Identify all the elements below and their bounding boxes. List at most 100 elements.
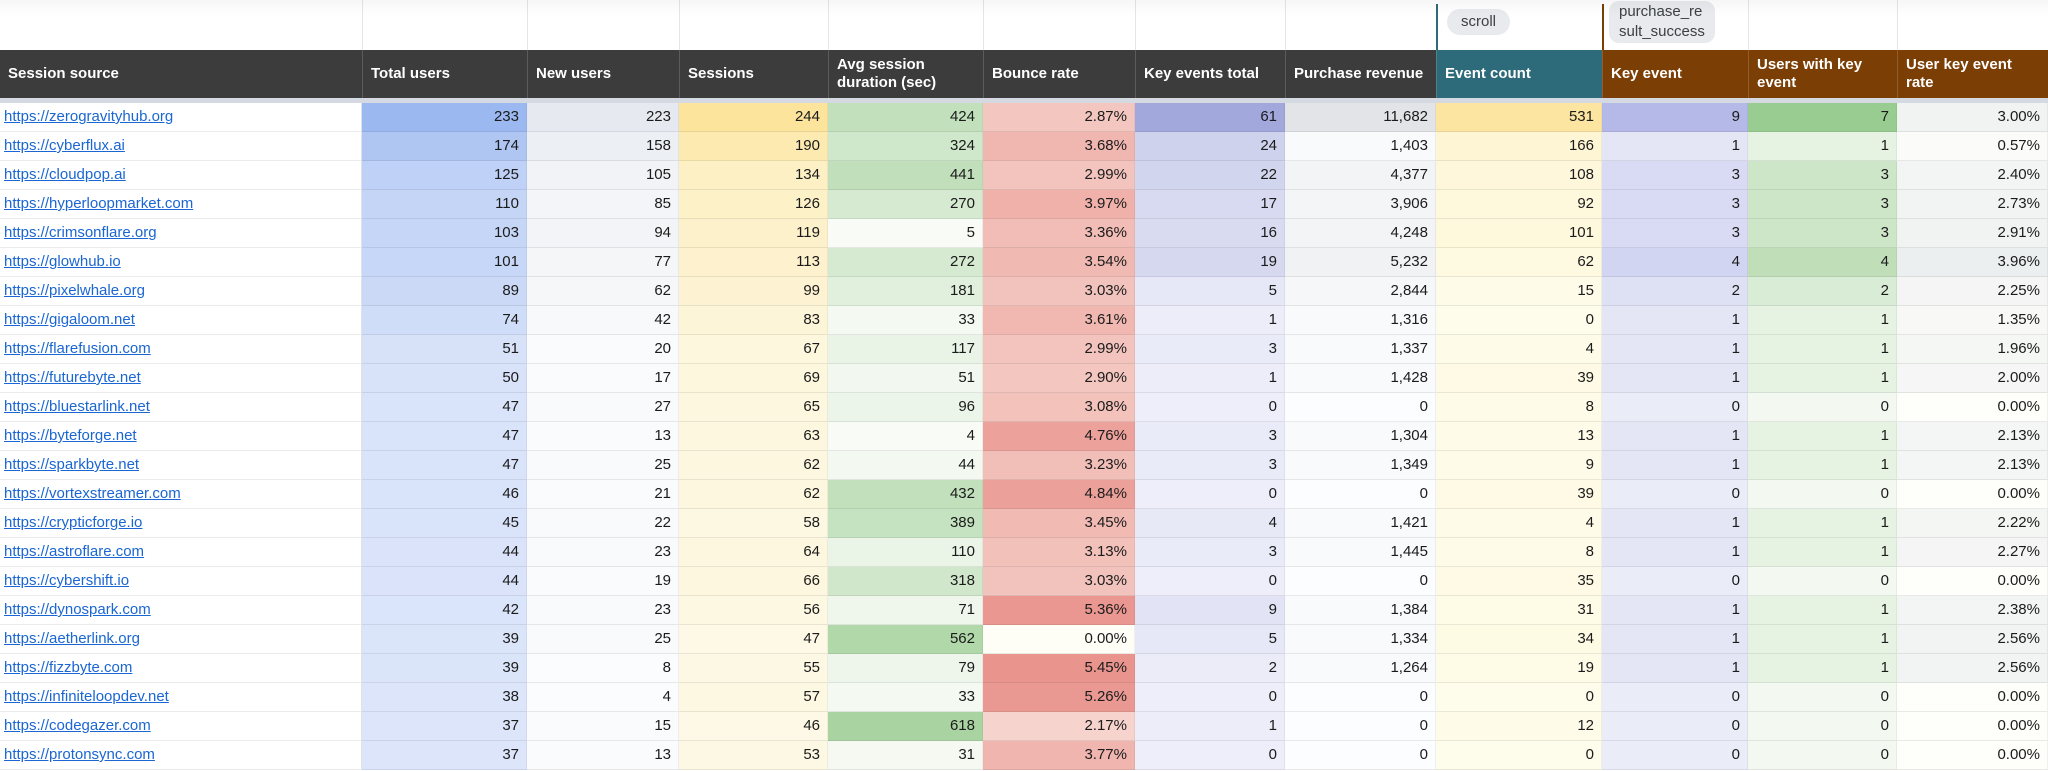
cell-avg_session_duration[interactable]: 5 — [828, 219, 983, 248]
cell-bounce_rate[interactable]: 3.97% — [983, 190, 1135, 219]
cell-key_events_total[interactable]: 3 — [1135, 538, 1285, 567]
cell-key_events_total[interactable]: 0 — [1135, 480, 1285, 509]
session-source-link[interactable]: https://cloudpop.ai — [0, 161, 362, 190]
cell-avg_session_duration[interactable]: 318 — [828, 567, 983, 596]
cell-key_events_total[interactable]: 9 — [1135, 596, 1285, 625]
cell-new_users[interactable]: 13 — [527, 741, 679, 770]
cell-total_users[interactable]: 103 — [362, 219, 527, 248]
cell-total_users[interactable]: 74 — [362, 306, 527, 335]
cell-user_key_event_rate[interactable]: 2.00% — [1897, 364, 2048, 393]
cell-total_users[interactable]: 47 — [362, 422, 527, 451]
cell-key_events_total[interactable]: 5 — [1135, 625, 1285, 654]
cell-user_key_event_rate[interactable]: 0.00% — [1897, 683, 2048, 712]
cell-total_users[interactable]: 38 — [362, 683, 527, 712]
cell-key_event[interactable]: 9 — [1602, 103, 1748, 132]
col-header-event_count[interactable]: Event count — [1436, 50, 1602, 98]
cell-avg_session_duration[interactable]: 96 — [828, 393, 983, 422]
cell-key_events_total[interactable]: 3 — [1135, 335, 1285, 364]
cell-purchase_revenue[interactable]: 0 — [1285, 712, 1436, 741]
cell-event_count[interactable]: 92 — [1436, 190, 1602, 219]
cell-new_users[interactable]: 77 — [527, 248, 679, 277]
cell-user_key_event_rate[interactable]: 2.22% — [1897, 509, 2048, 538]
cell-sessions[interactable]: 190 — [679, 132, 828, 161]
cell-key_event[interactable]: 4 — [1602, 248, 1748, 277]
cell-sessions[interactable]: 56 — [679, 596, 828, 625]
cell-new_users[interactable]: 158 — [527, 132, 679, 161]
cell-sessions[interactable]: 134 — [679, 161, 828, 190]
cell-users_with_key_event[interactable]: 1 — [1748, 451, 1897, 480]
cell-avg_session_duration[interactable]: 424 — [828, 103, 983, 132]
cell-new_users[interactable]: 85 — [527, 190, 679, 219]
cell-key_events_total[interactable]: 5 — [1135, 277, 1285, 306]
cell-purchase_revenue[interactable]: 1,304 — [1285, 422, 1436, 451]
cell-sessions[interactable]: 57 — [679, 683, 828, 712]
cell-bounce_rate[interactable]: 2.99% — [983, 335, 1135, 364]
cell-purchase_revenue[interactable]: 5,232 — [1285, 248, 1436, 277]
cell-new_users[interactable]: 223 — [527, 103, 679, 132]
cell-key_events_total[interactable]: 24 — [1135, 132, 1285, 161]
cell-event_count[interactable]: 9 — [1436, 451, 1602, 480]
cell-sessions[interactable]: 47 — [679, 625, 828, 654]
cell-new_users[interactable]: 19 — [527, 567, 679, 596]
cell-bounce_rate[interactable]: 5.26% — [983, 683, 1135, 712]
cell-total_users[interactable]: 39 — [362, 625, 527, 654]
cell-event_count[interactable]: 101 — [1436, 219, 1602, 248]
cell-user_key_event_rate[interactable]: 2.40% — [1897, 161, 2048, 190]
cell-avg_session_duration[interactable]: 618 — [828, 712, 983, 741]
event-name-chip-scroll[interactable]: scroll — [1447, 9, 1511, 35]
cell-total_users[interactable]: 101 — [362, 248, 527, 277]
cell-event_count[interactable]: 19 — [1436, 654, 1602, 683]
col-header-new_users[interactable]: New users — [527, 50, 679, 98]
cell-users_with_key_event[interactable]: 1 — [1748, 335, 1897, 364]
cell-users_with_key_event[interactable]: 3 — [1748, 161, 1897, 190]
session-source-link[interactable]: https://futurebyte.net — [0, 364, 362, 393]
session-source-link[interactable]: https://flarefusion.com — [0, 335, 362, 364]
cell-purchase_revenue[interactable]: 0 — [1285, 683, 1436, 712]
cell-sessions[interactable]: 67 — [679, 335, 828, 364]
cell-bounce_rate[interactable]: 2.99% — [983, 161, 1135, 190]
cell-key_events_total[interactable]: 0 — [1135, 567, 1285, 596]
cell-purchase_revenue[interactable]: 0 — [1285, 741, 1436, 770]
cell-key_event[interactable]: 0 — [1602, 683, 1748, 712]
cell-users_with_key_event[interactable]: 7 — [1748, 103, 1897, 132]
cell-sessions[interactable]: 46 — [679, 712, 828, 741]
cell-sessions[interactable]: 63 — [679, 422, 828, 451]
session-source-link[interactable]: https://protonsync.com — [0, 741, 362, 770]
cell-avg_session_duration[interactable]: 562 — [828, 625, 983, 654]
cell-sessions[interactable]: 65 — [679, 393, 828, 422]
cell-event_count[interactable]: 62 — [1436, 248, 1602, 277]
cell-users_with_key_event[interactable]: 0 — [1748, 567, 1897, 596]
cell-user_key_event_rate[interactable]: 1.35% — [1897, 306, 2048, 335]
cell-total_users[interactable]: 174 — [362, 132, 527, 161]
cell-total_users[interactable]: 37 — [362, 741, 527, 770]
cell-key_event[interactable]: 0 — [1602, 741, 1748, 770]
cell-purchase_revenue[interactable]: 0 — [1285, 567, 1436, 596]
cell-bounce_rate[interactable]: 5.36% — [983, 596, 1135, 625]
cell-key_events_total[interactable]: 3 — [1135, 422, 1285, 451]
col-header-key_event[interactable]: Key event — [1602, 50, 1748, 98]
cell-event_count[interactable]: 8 — [1436, 393, 1602, 422]
cell-avg_session_duration[interactable]: 270 — [828, 190, 983, 219]
cell-new_users[interactable]: 42 — [527, 306, 679, 335]
cell-key_events_total[interactable]: 61 — [1135, 103, 1285, 132]
cell-new_users[interactable]: 17 — [527, 364, 679, 393]
col-header-session_source[interactable]: Session source — [0, 50, 362, 98]
cell-user_key_event_rate[interactable]: 0.00% — [1897, 712, 2048, 741]
cell-user_key_event_rate[interactable]: 0.00% — [1897, 741, 2048, 770]
cell-user_key_event_rate[interactable]: 0.00% — [1897, 567, 2048, 596]
cell-total_users[interactable]: 37 — [362, 712, 527, 741]
col-header-key_events_total[interactable]: Key events total — [1135, 50, 1285, 98]
cell-purchase_revenue[interactable]: 4,248 — [1285, 219, 1436, 248]
session-source-link[interactable]: https://crimsonflare.org — [0, 219, 362, 248]
cell-total_users[interactable]: 89 — [362, 277, 527, 306]
cell-user_key_event_rate[interactable]: 3.00% — [1897, 103, 2048, 132]
cell-user_key_event_rate[interactable]: 2.13% — [1897, 451, 2048, 480]
cell-key_event[interactable]: 1 — [1602, 451, 1748, 480]
session-source-link[interactable]: https://cyberflux.ai — [0, 132, 362, 161]
cell-key_events_total[interactable]: 1 — [1135, 712, 1285, 741]
cell-user_key_event_rate[interactable]: 2.38% — [1897, 596, 2048, 625]
session-source-link[interactable]: https://gigaloom.net — [0, 306, 362, 335]
cell-avg_session_duration[interactable]: 117 — [828, 335, 983, 364]
cell-total_users[interactable]: 44 — [362, 538, 527, 567]
cell-user_key_event_rate[interactable]: 0.57% — [1897, 132, 2048, 161]
